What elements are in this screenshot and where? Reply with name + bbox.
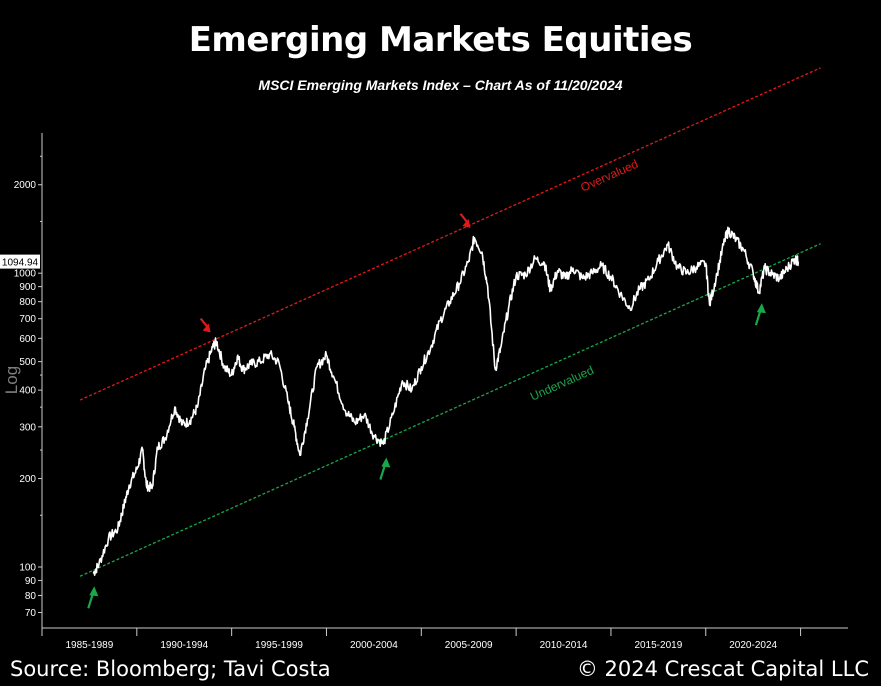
x-tick-label: 2020-2024 [729, 640, 777, 651]
y-tick-label: 800 [19, 297, 36, 308]
y-tick-label: 600 [19, 334, 36, 345]
arrow-head [462, 218, 471, 228]
x-tick-label: 2005-2009 [445, 640, 493, 651]
source-note: Source: Bloomberg; Tavi Costa [10, 657, 331, 681]
green-arrow [87, 586, 99, 609]
red-arrow [459, 213, 471, 228]
y-axis-label: Log [2, 366, 21, 394]
y-tick-label: 1000 [14, 269, 37, 280]
red-arrow [199, 317, 211, 333]
y-tick-label: 700 [19, 314, 36, 325]
y-tick-label: 500 [19, 357, 36, 368]
x-tick-label: 2010-2014 [540, 640, 588, 651]
chart-title: Emerging Markets Equities [188, 20, 693, 60]
y-tick-label: 100 [19, 563, 36, 574]
green-arrow [379, 457, 391, 480]
y-tick-label: 2000 [14, 180, 37, 191]
series-line [92, 226, 800, 576]
chart-subtitle: MSCI Emerging Markets Index – Chart As o… [258, 77, 623, 93]
x-tick-label: 1985-1989 [65, 640, 113, 651]
y-tick-label: 300 [19, 422, 36, 433]
y-tick-label: 400 [19, 386, 36, 397]
x-tick-label: 2015-2019 [634, 640, 682, 651]
arrow-head [202, 323, 211, 333]
y-tick-label: 70 [25, 608, 37, 619]
last-value-label: 1094.94 [2, 258, 39, 269]
x-tick-label: 2000-2004 [350, 640, 398, 651]
trendline-label-undervalued: Undervalued [528, 363, 596, 404]
y-tick-label: 900 [19, 282, 36, 293]
trendline-undervalued [79, 243, 821, 577]
arrow-head [756, 303, 766, 314]
y-tick-label: 80 [25, 591, 37, 602]
y-tick-label: 90 [25, 576, 37, 587]
copyright-note: © 2024 Crescat Capital LLC [576, 657, 869, 681]
arrow-head [89, 586, 99, 597]
y-tick-label: 200 [19, 474, 36, 485]
green-arrow [754, 303, 766, 326]
trendline-overvalued [79, 67, 821, 401]
x-tick-label: 1990-1994 [160, 640, 208, 651]
x-tick-label: 1995-1999 [255, 640, 303, 651]
arrow-head [381, 457, 391, 468]
last-value-box [0, 254, 40, 269]
